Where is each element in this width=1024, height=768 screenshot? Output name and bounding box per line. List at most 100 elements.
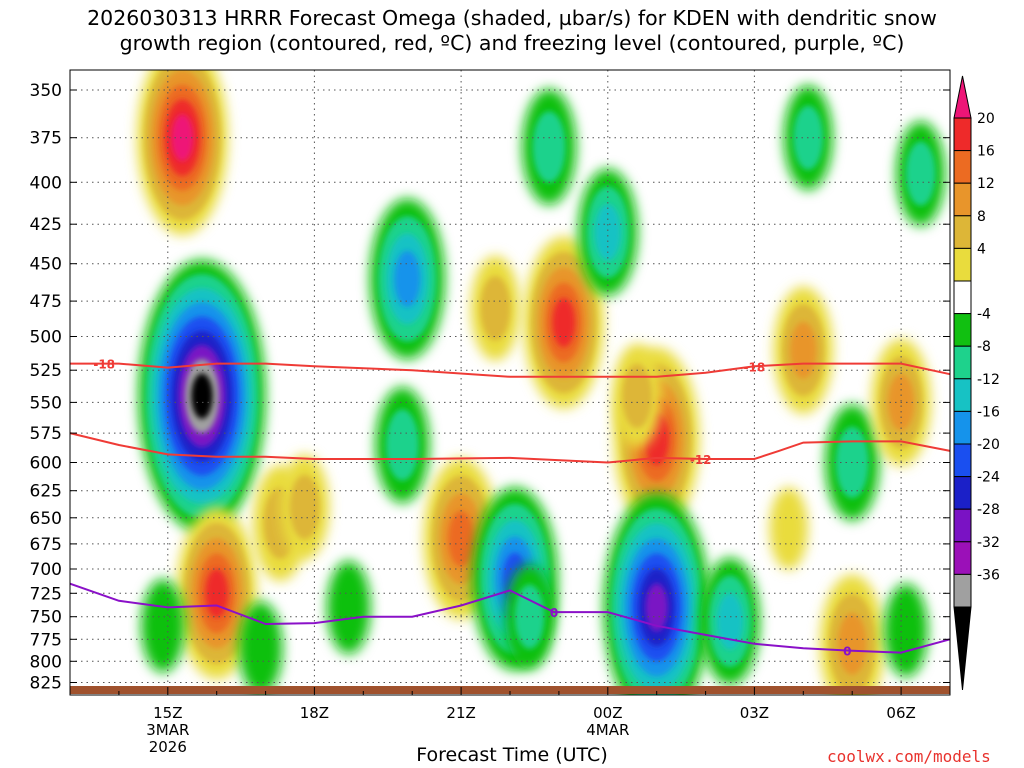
ground-strip [70,686,950,694]
colorbar-swatch [953,573,972,608]
colorbar-label: 20 [977,111,995,127]
colorbar-swatch [953,476,972,510]
y-tick-label: 800 [30,652,62,672]
omega-ring [191,373,213,419]
omega-feature [141,579,185,673]
x-tick-sublabel: 3MAR [146,721,189,739]
chart-title: 2026030313 HRRR Forecast Omega (shaded, … [87,6,937,55]
contour-label: -18 [744,360,766,374]
gridlines [70,70,950,695]
contour-line [69,582,951,654]
colorbar-swatch [953,508,972,543]
credit-link[interactable]: coolwx.com/models [827,747,991,766]
omega-ring [645,583,668,632]
y-tick-label: 825 [30,674,62,694]
contour-label: 0 [550,606,558,620]
omega-feature [470,255,520,361]
omega-feature [769,487,808,570]
y-tick-label: 600 [30,454,62,474]
y-tick-label: 700 [30,560,62,580]
y-tick-label: 475 [30,292,62,312]
y-tick-label: 725 [30,584,62,604]
colorbar-swatch [953,247,972,282]
x-tick-label: 21Z [446,704,475,722]
omega-feature [884,583,928,678]
contour-label: 0 [843,645,851,659]
contour-label: -12 [690,453,712,467]
colorbar-label: -16 [977,404,1000,420]
contour-lines: -18 -18 -12 0 0 [69,358,951,659]
x-tick-sublabel: 2026 [149,738,187,756]
colorbar-label: 4 [977,241,986,257]
y-tick-label: 650 [30,509,62,529]
colorbar-swatch [953,313,972,347]
omega-ring [385,409,419,481]
colorbar: 20 16 12 8 4 -4 -8 -12 -16 -20 -24 -28 -32 -36 [953,75,1000,691]
y-tick-label: 400 [30,173,62,193]
omega-ring [141,579,185,673]
colorbar-label: -28 [977,502,1000,518]
y-tick-label: 425 [30,215,62,235]
omega-ring [289,474,320,540]
colorbar-label: -32 [977,535,1000,551]
x-tick-sublabel: 4MAR [586,721,629,739]
colorbar-swatch [953,215,972,249]
omega-ring [552,297,576,348]
colorbar-label: -20 [977,437,1000,453]
omega-ring [837,613,867,675]
omega-feature [280,454,330,560]
colorbar-label: -24 [977,470,1000,486]
omega-ring [594,204,621,261]
omega-ring [394,250,421,307]
colorbar-swatch [953,182,972,217]
omega-feature [578,168,638,296]
omega-feature [505,564,554,670]
y-tick-label: 525 [30,361,62,381]
colorbar-label: -8 [977,339,991,355]
omega-ring [769,487,808,570]
y-tick-label: 775 [30,630,62,650]
y-tick-label: 625 [30,482,62,502]
omega-feature [176,507,257,680]
y-tick-label: 375 [30,129,62,149]
omega-ring [622,363,653,429]
y-tick-label: 350 [30,81,62,101]
omega-feature [326,560,371,655]
omega-ring [171,114,194,162]
y-axis: 350 375 400 425 450 475 500 525 550 575 600 625 650 6… [30,81,950,694]
omega-ring [514,584,545,649]
colorbar-swatch [953,443,972,478]
omega-feature [523,236,604,409]
colorbar-label: -36 [977,567,1000,583]
omega-field [137,70,946,695]
y-tick-label: 750 [30,608,62,628]
omega-feature [603,493,710,695]
omega-ring [480,276,511,341]
colorbar-label: -12 [977,372,1000,388]
colorbar-swatch [953,378,972,412]
colorbar-swatch [953,280,972,315]
colorbar-arrow-top [953,75,972,119]
omega-feature [612,343,662,449]
colorbar-label: 16 [977,144,995,160]
y-tick-label: 450 [30,255,62,275]
omega-ring [884,583,928,678]
omega-ring [326,560,371,655]
omega-feature [700,557,760,685]
omega-feature [522,88,577,205]
contour-line [69,432,951,464]
colorbar-swatch [953,410,972,445]
colorbar-swatch [953,345,972,380]
x-axis-title: Forecast Time (UTC) [416,744,608,766]
x-tick-label: 15Z [153,704,182,722]
omega-feature [896,121,946,226]
contour-label: -18 [93,358,115,372]
y-tick-label: 575 [30,424,62,444]
omega-feature [137,70,228,235]
x-tick-label: 18Z [300,704,329,722]
omega-feature [773,286,833,414]
y-tick-label: 675 [30,535,62,555]
omega-feature [820,574,885,695]
